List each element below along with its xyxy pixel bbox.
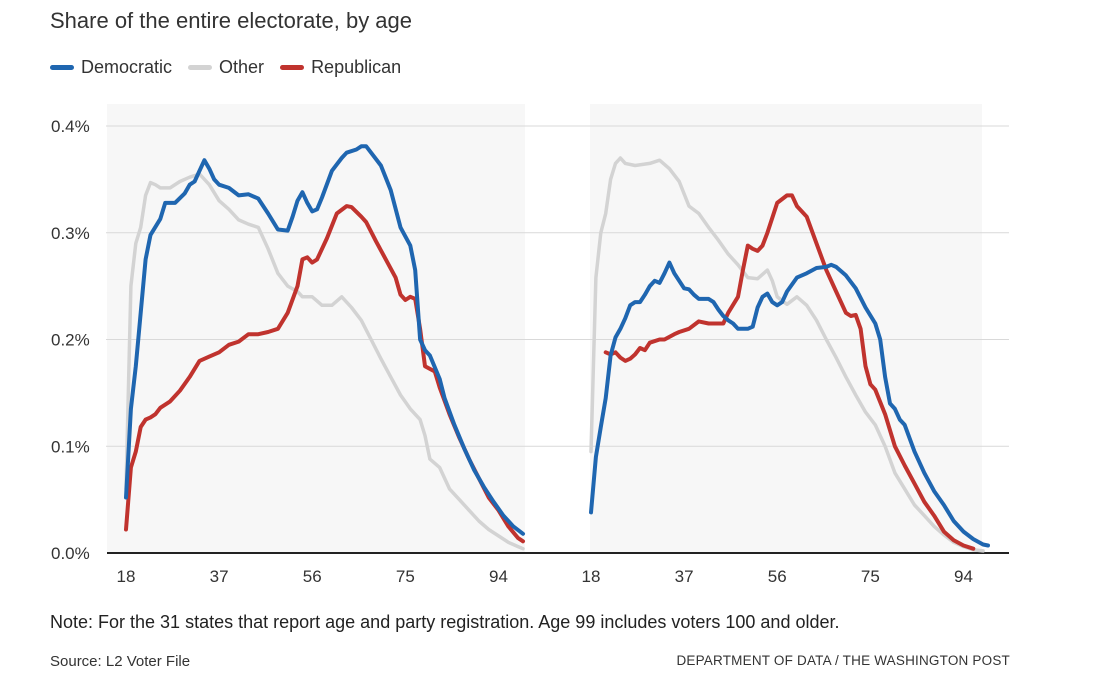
y-tick-label: 0.2% <box>51 331 90 350</box>
series-line-other-panel-1 <box>124 172 525 551</box>
panel-background-2 <box>590 104 982 553</box>
series-line-other-panel-2 <box>589 156 985 553</box>
series-line-democratic-panel-1 <box>124 144 525 536</box>
series-line-democratic-panel-2 <box>589 260 990 548</box>
x-tick-label: 37 <box>675 567 694 586</box>
legend-label-other: Other <box>219 57 265 77</box>
x-tick-label: 18 <box>582 567 601 586</box>
y-tick-label: 0.4% <box>51 117 90 136</box>
legend-swatch-democratic <box>50 65 74 70</box>
y-tick-label: 0.1% <box>51 437 90 456</box>
series-line-republican-panel-2 <box>603 193 976 551</box>
x-tick-label: 56 <box>768 567 787 586</box>
y-tick-label: 0.0% <box>51 544 90 563</box>
x-tick-label: 94 <box>489 567 508 586</box>
legend-label-democratic: Democratic <box>81 57 173 77</box>
chart-note: Note: For the 31 states that report age … <box>50 612 840 632</box>
chart-credit: DEPARTMENT OF DATA / THE WASHINGTON POST <box>676 653 1010 668</box>
y-tick-label: 0.3% <box>51 224 90 243</box>
legend-item-other: Other <box>188 57 264 78</box>
panel-background-1 <box>107 104 525 553</box>
x-tick-label: 56 <box>303 567 322 586</box>
legend-label-republican: Republican <box>311 57 402 77</box>
x-tick-label: 94 <box>954 567 973 586</box>
legend-swatch-other <box>188 65 213 70</box>
x-tick-label: 37 <box>210 567 229 586</box>
x-tick-label: 18 <box>117 567 136 586</box>
legend: Democratic Other Republican <box>50 57 401 78</box>
legend-item-democratic: Democratic <box>50 57 172 78</box>
legend-swatch-republican <box>280 65 305 70</box>
x-tick-label: 75 <box>396 567 415 586</box>
legend-item-republican: Republican <box>280 57 401 78</box>
chart-source: Source: L2 Voter File <box>50 653 191 670</box>
x-tick-label: 75 <box>861 567 880 586</box>
chart-title: Share of the entire electorate, by age <box>50 8 413 33</box>
